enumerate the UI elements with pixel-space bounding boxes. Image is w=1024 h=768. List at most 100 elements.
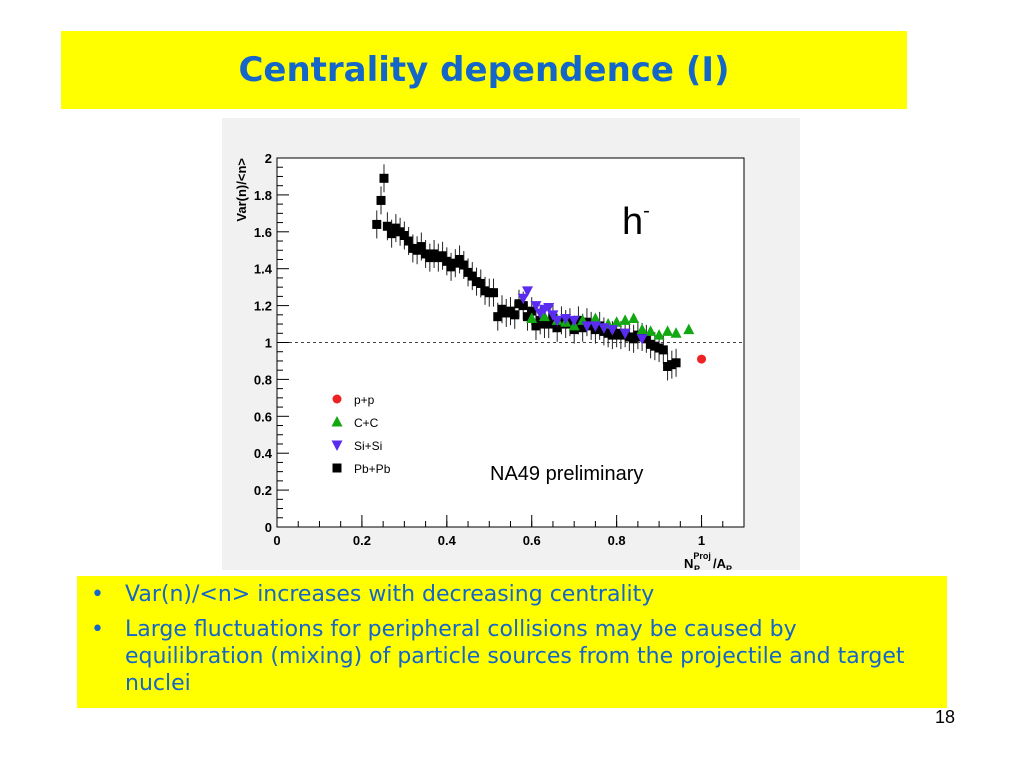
bullet-item: • Var(n)/<n> increases with decreasing ce…: [91, 581, 927, 608]
data-point-pbpb: [455, 254, 465, 264]
legend-label: Si+Si: [354, 439, 382, 453]
y-tick-label: 1.2: [254, 299, 272, 314]
x-tick-label: 0.8: [608, 533, 626, 548]
data-point-sisi: [530, 301, 542, 312]
data-point-pbpb: [578, 323, 588, 333]
data-point-pbpb: [522, 312, 532, 322]
particle-label: h-: [622, 200, 650, 243]
y-tick-label: 0.2: [254, 483, 272, 498]
scatter-chart: 0 0.2 0.4 0.6 0.8 1 1.2 1.4 1.6 1.8 2 0 0.2 0.4 0.6 0.8…: [234, 151, 745, 570]
page-number: 18: [935, 707, 956, 727]
data-point-pbpb: [641, 334, 651, 344]
data-point-cc: [683, 323, 695, 335]
y-tick-label: 0: [265, 520, 272, 535]
data-point-pbpb: [387, 229, 397, 239]
data-point-pp: [697, 354, 707, 364]
data-point-pbpb: [382, 221, 392, 231]
data-point-pbpb: [510, 310, 520, 320]
data-point-sisi: [551, 315, 563, 327]
data-point-pbpb: [404, 236, 414, 246]
data-point-pbpb: [595, 321, 605, 331]
legend-marker: [331, 440, 343, 451]
data-point-pbpb: [438, 251, 448, 261]
y-tick-label: 1.6: [254, 225, 272, 240]
data-point-sisi: [606, 325, 618, 336]
data-point-cc: [636, 323, 648, 335]
bullet-item: • Large fluctuations for peripheral colli…: [91, 616, 927, 697]
y-tick-label: 1.8: [254, 188, 272, 203]
data-point-cc: [670, 327, 682, 338]
legend-marker: [332, 394, 342, 404]
x-tick-label: 1: [698, 533, 705, 548]
y-tick-label: 1.4: [254, 262, 273, 277]
data-point-sisi: [598, 323, 610, 334]
data-point-cc: [526, 312, 538, 324]
data-point-pbpb: [476, 278, 486, 288]
data-point-pbpb: [527, 306, 537, 316]
data-point-pbpb: [518, 301, 528, 311]
data-point-pbpb: [671, 358, 681, 368]
bullet-list: • Var(n)/<n> increases with decreasing ce…: [91, 581, 927, 697]
data-point-pbpb: [399, 230, 409, 240]
y-tick-label: 1: [265, 336, 272, 351]
bullet-dot-icon: •: [91, 617, 104, 642]
y-tick-label: 0.6: [254, 409, 272, 424]
bullet-dot-icon: •: [91, 582, 104, 607]
data-point-pbpb: [442, 256, 452, 266]
data-point-pbpb: [416, 242, 426, 252]
y-axis-label: Var(n)/<n>: [234, 158, 249, 222]
x-tick-label: 0.4: [438, 533, 457, 548]
slide-title: Centrality dependence (I): [238, 50, 730, 90]
data-point-sisi: [547, 310, 559, 321]
data-point-cc: [628, 312, 640, 324]
data-point-cc: [662, 325, 674, 336]
x-tick-label: 0.6: [523, 533, 541, 548]
data-point-cc: [645, 325, 657, 336]
legend-label: p+p: [354, 393, 375, 407]
data-point-pbpb: [459, 260, 469, 270]
data-point-pbpb: [379, 173, 389, 183]
legend-label: C+C: [354, 416, 379, 430]
title-banner: Centrality dependence (I): [61, 31, 907, 109]
y-tick-label: 2: [265, 151, 272, 166]
chart-panel: 0 0.2 0.4 0.6 0.8 1 1.2 1.4 1.6 1.8 2 0 0.2 0.4 0.6 0.8…: [222, 118, 800, 570]
bullet-box: • Var(n)/<n> increases with decreasing ce…: [77, 576, 947, 708]
data-point-pbpb: [544, 319, 554, 329]
data-point-pbpb: [376, 195, 386, 205]
legend-label: Pb+Pb: [354, 462, 391, 476]
data-point-sisi: [517, 293, 529, 305]
data-point-pbpb: [552, 323, 562, 333]
data-point-cc: [653, 329, 665, 340]
data-point-pbpb: [467, 271, 477, 281]
data-point-sisi: [543, 302, 555, 314]
legend-marker: [331, 416, 343, 427]
data-point-sisi: [581, 321, 593, 332]
x-axis-label: NProj P/AP: [684, 551, 732, 570]
data-point-pbpb: [372, 219, 382, 229]
plot-frame: [276, 157, 745, 528]
data-point-sisi: [521, 286, 533, 297]
x-tick-label: 0: [273, 533, 280, 548]
data-point-pbpb: [658, 345, 668, 355]
data-point-cc: [619, 314, 631, 325]
y-tick-label: 0.4: [254, 446, 273, 461]
bullet-text: Large fluctuations for peripheral collis…: [125, 617, 905, 696]
data-point-pbpb: [489, 288, 499, 298]
data-point-cc: [611, 316, 623, 327]
data-point-cc: [589, 312, 601, 324]
data-point-sisi: [589, 321, 601, 332]
data-point-sisi: [619, 328, 631, 340]
data-point-cc: [538, 310, 550, 322]
y-tick-label: 0.8: [254, 372, 272, 387]
data-point-sisi: [560, 314, 572, 325]
data-point-sisi: [568, 315, 580, 327]
annotation-label: NA49 preliminary: [490, 463, 643, 485]
bullet-text: Var(n)/<n> increases with decreasing cen…: [125, 582, 655, 607]
data-point-pbpb: [565, 317, 575, 327]
data-point-sisi: [636, 334, 648, 345]
data-point-pbpb: [493, 312, 503, 322]
data-point-pbpb: [573, 315, 583, 325]
data-point-pbpb: [531, 321, 541, 331]
x-tick-label: 0.2: [353, 533, 371, 548]
legend-marker: [332, 463, 342, 473]
